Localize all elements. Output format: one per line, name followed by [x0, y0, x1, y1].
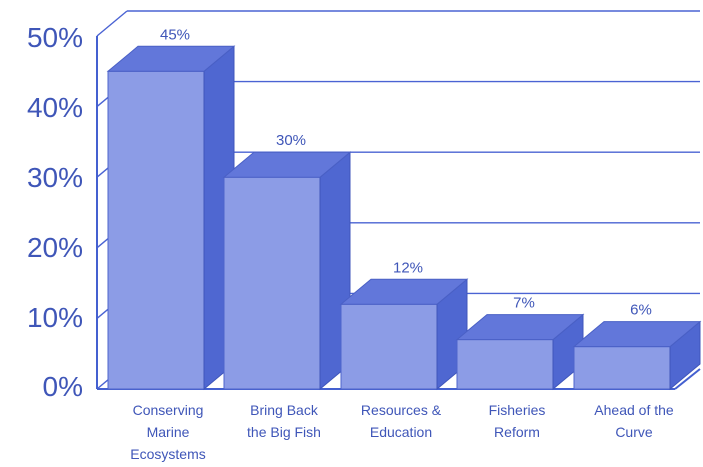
- bar-top: [106, 45, 236, 72]
- category-label: the Big Fish: [247, 424, 321, 440]
- category-label: Ahead of the: [594, 402, 674, 418]
- value-label: 45%: [160, 26, 190, 43]
- category-label: Education: [370, 424, 432, 440]
- category-label: Curve: [615, 424, 653, 440]
- y-tick-label: 10%: [27, 302, 83, 333]
- bar-1: [106, 45, 236, 391]
- bar-top: [222, 151, 352, 178]
- bar-2: [222, 151, 352, 391]
- category-label: Conserving: [133, 402, 204, 418]
- bar-top: [455, 314, 585, 341]
- y-tick-label: 0%: [43, 371, 83, 402]
- bar-3: [339, 278, 469, 391]
- bars-layer: [106, 45, 702, 391]
- bar-4: [455, 313, 585, 391]
- y-tick-label: 50%: [27, 22, 83, 53]
- y-tick-label: 30%: [27, 162, 83, 193]
- value-label: 30%: [276, 132, 306, 149]
- bar-top: [572, 321, 702, 348]
- value-label: 7%: [513, 295, 535, 312]
- labels-layer: 0% 10% 20% 30% 40% 50% 45% Conserving Marine Ecos…: [27, 22, 674, 462]
- bar-front: [223, 176, 321, 390]
- bar-front: [107, 70, 205, 390]
- x-axis-depth: [674, 368, 701, 390]
- y-tick-label: 40%: [27, 92, 83, 123]
- bar-top: [339, 278, 469, 305]
- bar-front: [573, 346, 671, 390]
- bar-5: [572, 320, 702, 391]
- y-tick-label: 20%: [27, 232, 83, 263]
- value-label: 12%: [393, 259, 423, 276]
- gridline-diagonal: [96, 10, 128, 37]
- category-label: Reform: [494, 424, 540, 440]
- bar-front: [456, 339, 554, 390]
- category-label: Marine: [147, 424, 190, 440]
- category-label: Fisheries: [489, 402, 546, 418]
- category-label: Bring Back: [250, 402, 319, 418]
- value-label: 6%: [630, 302, 652, 319]
- category-label: Ecosystems: [130, 446, 205, 462]
- category-label: Resources &: [361, 402, 442, 418]
- bar-front: [340, 303, 438, 390]
